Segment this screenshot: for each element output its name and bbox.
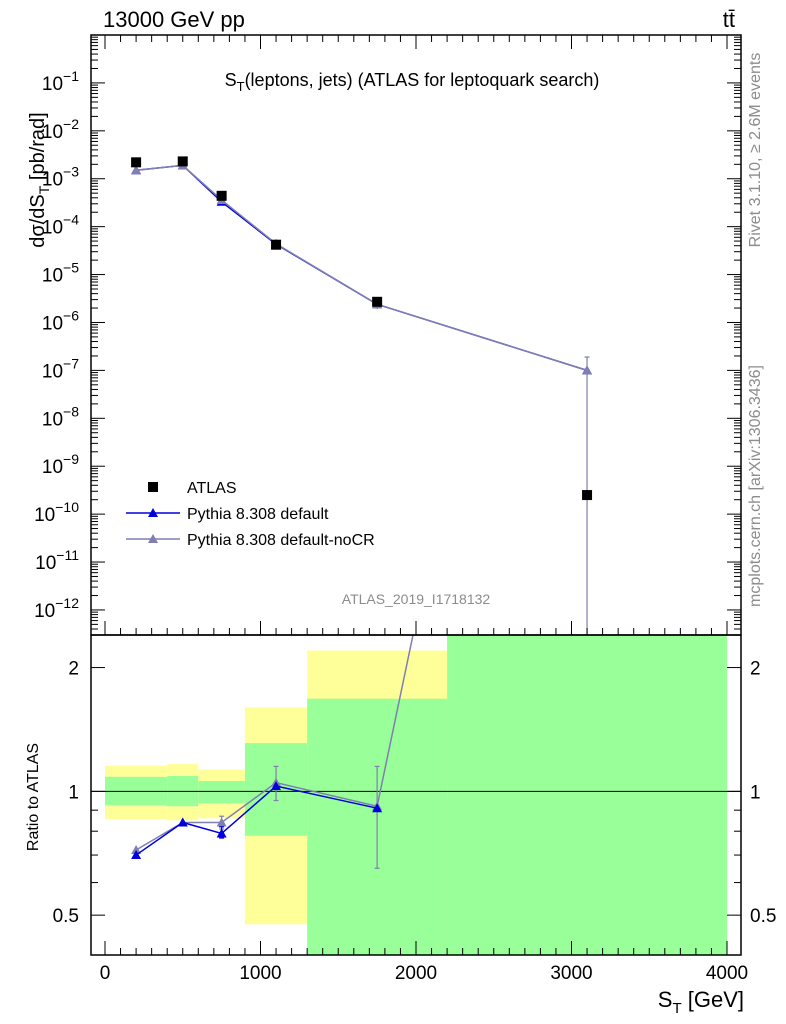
mc-line [136,164,588,372]
legend-entry-1: Pythia 8.308 default [126,506,329,523]
ratio-point [216,817,227,827]
data-point [271,239,282,250]
x-tick-label: 4000 [706,963,748,984]
ratio-y-axis-label: Ratio to ATLAS [25,743,42,851]
mcplots-label: mcplots.cern.ch [arXiv:1306.3436] [747,365,764,607]
chart-title: ST(leptons, jets) (ATLAS for leptoquark … [225,70,600,94]
main-panel-layer [131,156,593,635]
inner-band-2 [198,780,245,804]
main-y-tick-label: 10−4 [42,212,79,239]
ratio-panel-layer [91,635,741,955]
data-point [582,490,593,501]
data-series-0 [131,156,593,501]
legend-label: Pythia 8.308 default [187,506,329,523]
rivet-version-label: Rivet 3.1.10, ≥ 2.6M events [747,53,764,248]
mc-series-1 [131,160,593,635]
x-axis-label: ST [GeV] [658,987,744,1017]
ratio-point [131,850,142,860]
mc-line [136,164,588,372]
legend-entry-0: ATLAS [148,480,237,497]
main-y-tick-label: 10−10 [34,499,79,526]
ratio-y-tick-label-right: 1 [750,782,761,803]
process-label: tt̄ [723,7,735,32]
ratio-series-group [131,635,414,869]
ratio-point [271,781,282,791]
data-point [216,190,227,201]
main-y-axis-label: dσ/dST [pb/rad] [27,112,52,247]
data-point [177,156,188,167]
main-y-tick-label: 10−3 [42,164,79,191]
uncertainty-bands [104,635,728,955]
ratio-point [372,803,383,813]
main-y-tick-label: 10−8 [42,403,79,430]
legend: ATLAS Pythia 8.308 default Pythia 8.308 de… [126,480,375,549]
mc-series-0 [131,160,593,375]
legend-marker [148,534,158,543]
main-y-tick-label: 10−1 [42,68,79,95]
ratio-point [131,845,142,855]
data-point [372,296,383,307]
ratio-y-tick-label: 0.5 [53,906,79,927]
main-y-tick-label: 10−5 [42,260,79,287]
legend-entry-2: Pythia 8.308 default-noCR [126,532,375,549]
data-point [131,157,142,168]
inner-band-5 [447,635,728,955]
legend-label: ATLAS [187,480,237,497]
x-tick-label: 3000 [550,963,592,984]
x-tick-label: 1000 [239,963,281,984]
x-tick-label: 0 [100,963,111,984]
mc-point [582,365,593,375]
ratio-y-tick-label-right: 2 [750,659,761,680]
mc-point [131,165,142,175]
ratio-series-0 [131,781,383,860]
main-y-tick-label: 10−2 [42,116,79,143]
axes-frames: 0 1000 2000 3000 400010−1210−1110−1010−910−8… [34,34,776,984]
main-y-tick-label: 10−12 [34,595,79,622]
main-y-tick-label: 10−9 [42,451,79,478]
legend-label: Pythia 8.308 default-noCR [187,532,375,549]
energy-label: 13000 GeV pp [103,7,245,32]
ratio-y-tick-label-right: 0.5 [750,906,776,927]
ratio-y-tick-label: 2 [68,659,79,680]
ratio-y-tick-label: 1 [68,782,79,803]
ratio-point [177,817,188,827]
legend-marker [148,508,158,517]
x-tick-label: 2000 [395,963,437,984]
legend-marker [148,482,158,492]
ratio-point [216,828,227,838]
main-series-group [131,156,593,635]
main-y-tick-label: 10−6 [42,307,79,334]
main-y-tick-label: 10−11 [35,547,79,574]
analysis-watermark: ATLAS_2019_I1718132 [342,591,491,607]
main-y-tick-label: 10−7 [42,355,79,382]
